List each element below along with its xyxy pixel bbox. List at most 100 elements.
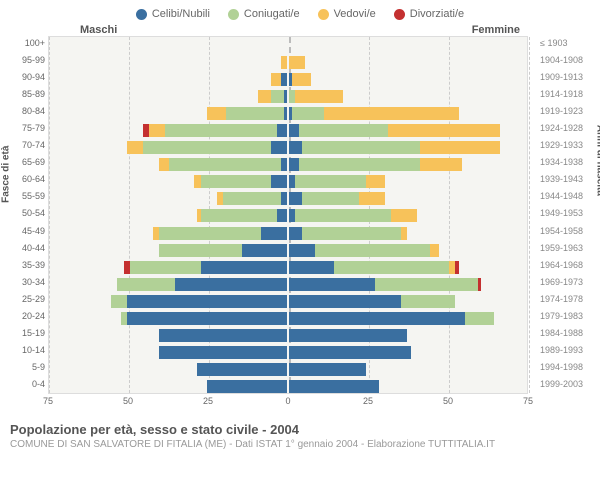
- pyramid-row: [49, 105, 527, 122]
- birth-label: 1979-1983: [540, 311, 600, 321]
- bar-female: [465, 312, 494, 325]
- legend-label: Divorziati/e: [410, 8, 464, 20]
- bar-female: [289, 244, 315, 257]
- birth-label: 1994-1998: [540, 362, 600, 372]
- legend-label: Coniugati/e: [244, 8, 300, 20]
- birth-label: 1929-1933: [540, 140, 600, 150]
- header-female: Femmine: [472, 24, 520, 36]
- bar-female: [455, 261, 458, 274]
- age-label: 10-14: [0, 345, 45, 355]
- pyramid-row: [49, 344, 527, 361]
- bar-female: [289, 295, 401, 308]
- birth-label: ≤ 1903: [540, 38, 600, 48]
- bar-female: [289, 261, 334, 274]
- bar-male: [271, 73, 281, 86]
- birth-label: 1909-1913: [540, 72, 600, 82]
- bar-female: [430, 244, 440, 257]
- bar-male: [271, 90, 284, 103]
- bar-male: [127, 295, 287, 308]
- legend-label: Vedovi/e: [334, 8, 376, 20]
- bar-female: [299, 124, 389, 137]
- age-label: 90-94: [0, 72, 45, 82]
- bar-female: [289, 278, 375, 291]
- bar-female: [324, 107, 458, 120]
- legend-swatch: [318, 9, 329, 20]
- birth-label: 1954-1958: [540, 226, 600, 236]
- bar-female: [391, 209, 417, 222]
- legend-item: Celibi/Nubili: [136, 8, 210, 20]
- x-tick: 50: [443, 396, 453, 406]
- age-label: 25-29: [0, 294, 45, 304]
- bar-male: [281, 73, 287, 86]
- age-label: 95-99: [0, 55, 45, 65]
- pyramid-row: [49, 71, 527, 88]
- legend-item: Vedovi/e: [318, 8, 376, 20]
- legend-item: Divorziati/e: [394, 8, 464, 20]
- pyramid-row: [49, 225, 527, 242]
- age-label: 20-24: [0, 311, 45, 321]
- pyramid-row: [49, 122, 527, 139]
- bar-male: [201, 175, 271, 188]
- bar-female: [302, 141, 420, 154]
- legend: Celibi/Nubili Coniugati/e Vedovi/e Divorzia…: [0, 0, 600, 24]
- pyramid-row: [49, 310, 527, 327]
- pyramid-row: [49, 378, 527, 395]
- pyramid-row: [49, 88, 527, 105]
- birth-label: 1949-1953: [540, 208, 600, 218]
- bar-female: [375, 278, 477, 291]
- bar-male: [153, 227, 159, 240]
- bar-male: [159, 346, 287, 359]
- bar-male: [175, 278, 287, 291]
- birth-label: 1974-1978: [540, 294, 600, 304]
- age-label: 70-74: [0, 140, 45, 150]
- bar-female: [295, 90, 343, 103]
- bar-female: [359, 192, 385, 205]
- legend-item: Coniugati/e: [228, 8, 300, 20]
- bar-male: [277, 124, 287, 137]
- legend-swatch: [228, 9, 239, 20]
- pyramid-row: [49, 276, 527, 293]
- bar-female: [295, 175, 365, 188]
- birth-label: 1959-1963: [540, 243, 600, 253]
- bar-male: [271, 141, 287, 154]
- bar-female: [289, 380, 379, 393]
- age-label: 75-79: [0, 123, 45, 133]
- bar-male: [149, 124, 165, 137]
- bar-male: [159, 227, 261, 240]
- age-label: 15-19: [0, 328, 45, 338]
- age-label: 100+: [0, 38, 45, 48]
- bar-female: [401, 227, 407, 240]
- bar-male: [271, 175, 287, 188]
- bar-male: [117, 278, 175, 291]
- age-label: 30-34: [0, 277, 45, 287]
- bar-male: [159, 244, 242, 257]
- bar-male: [277, 209, 287, 222]
- bar-male: [130, 261, 200, 274]
- bar-male: [201, 261, 287, 274]
- pyramid-row: [49, 190, 527, 207]
- x-tick: 0: [285, 396, 290, 406]
- header-male: Maschi: [80, 24, 117, 36]
- bar-male: [127, 312, 287, 325]
- age-label: 60-64: [0, 174, 45, 184]
- birth-label: 1969-1973: [540, 277, 600, 287]
- age-label: 50-54: [0, 208, 45, 218]
- pyramid-row: [49, 242, 527, 259]
- birth-label: 1934-1938: [540, 157, 600, 167]
- plot-area: [48, 36, 528, 394]
- pyramid-row: [49, 207, 527, 224]
- bar-female: [289, 158, 299, 171]
- x-tick: 25: [203, 396, 213, 406]
- bar-male: [226, 107, 284, 120]
- birth-label: 1914-1918: [540, 89, 600, 99]
- age-label: 55-59: [0, 191, 45, 201]
- birth-label: 1964-1968: [540, 260, 600, 270]
- bar-female: [315, 244, 430, 257]
- bar-male: [223, 192, 281, 205]
- bar-female: [289, 227, 302, 240]
- chart-subtitle: COMUNE DI SAN SALVATORE DI FITALIA (ME) …: [10, 439, 590, 450]
- bar-male: [111, 295, 127, 308]
- bar-male: [159, 329, 287, 342]
- bar-male: [124, 261, 130, 274]
- chart-footer: Popolazione per età, sesso e stato civil…: [0, 416, 600, 450]
